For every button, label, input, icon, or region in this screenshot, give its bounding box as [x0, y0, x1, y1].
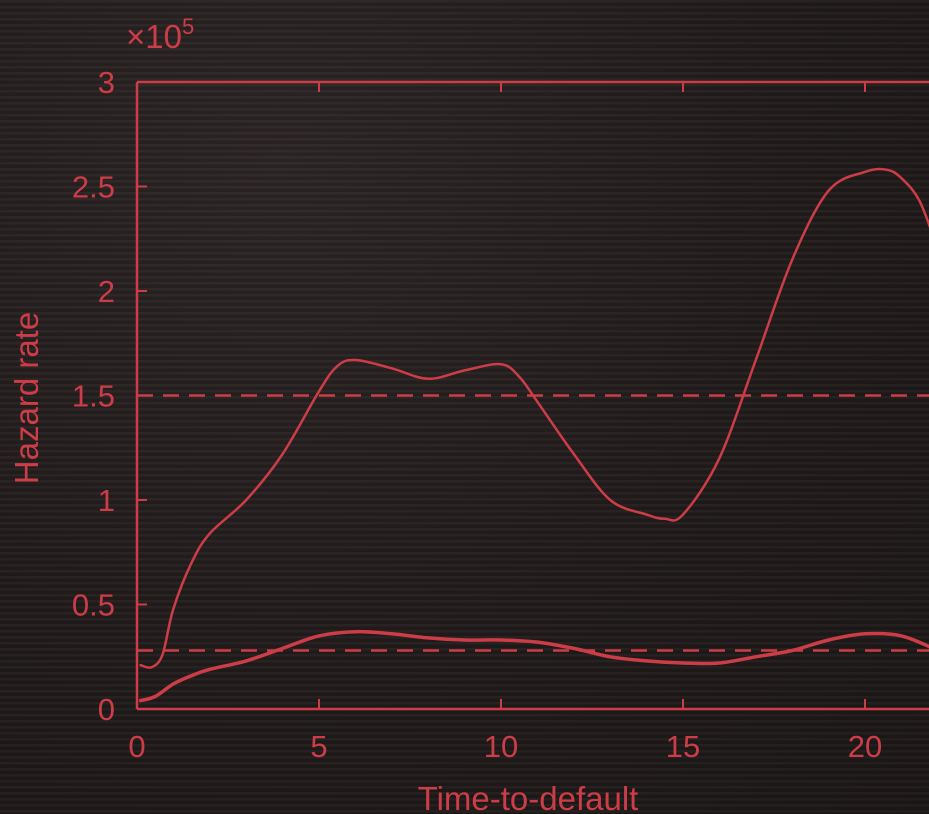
y-axis-multiplier-base: ×10	[126, 18, 182, 55]
y-tick-label: 1.5	[72, 379, 115, 414]
x-tick-label: 10	[484, 729, 518, 764]
y-axis-multiplier-exponent: 5	[182, 14, 194, 39]
y-tick-label: 2	[98, 274, 115, 309]
x-tick-label: 5	[310, 729, 327, 764]
hazard-rate-series-1	[139, 167, 929, 669]
y-tick-label: 3	[98, 65, 115, 100]
y-ticks: 0 0.5 1 1.5 2 2.5 3	[72, 65, 147, 727]
x-tick-label: 20	[848, 729, 882, 764]
y-tick-label: 0	[98, 692, 115, 727]
hazard-rate-series-2	[138, 629, 929, 703]
x-axis-title: Time-to-default	[418, 780, 639, 814]
x-tick-label: 15	[666, 729, 700, 764]
x-tick-label: 0	[128, 729, 145, 764]
x-ticks: 0 5 10 15 20	[128, 82, 882, 764]
y-axis-multiplier: ×105	[126, 14, 194, 55]
series-layer	[137, 167, 929, 703]
y-tick-label: 1	[98, 483, 115, 518]
y-tick-label: 2.5	[72, 170, 115, 205]
y-axis-title: Hazard rate	[8, 312, 45, 484]
y-tick-label: 0.5	[72, 588, 115, 623]
